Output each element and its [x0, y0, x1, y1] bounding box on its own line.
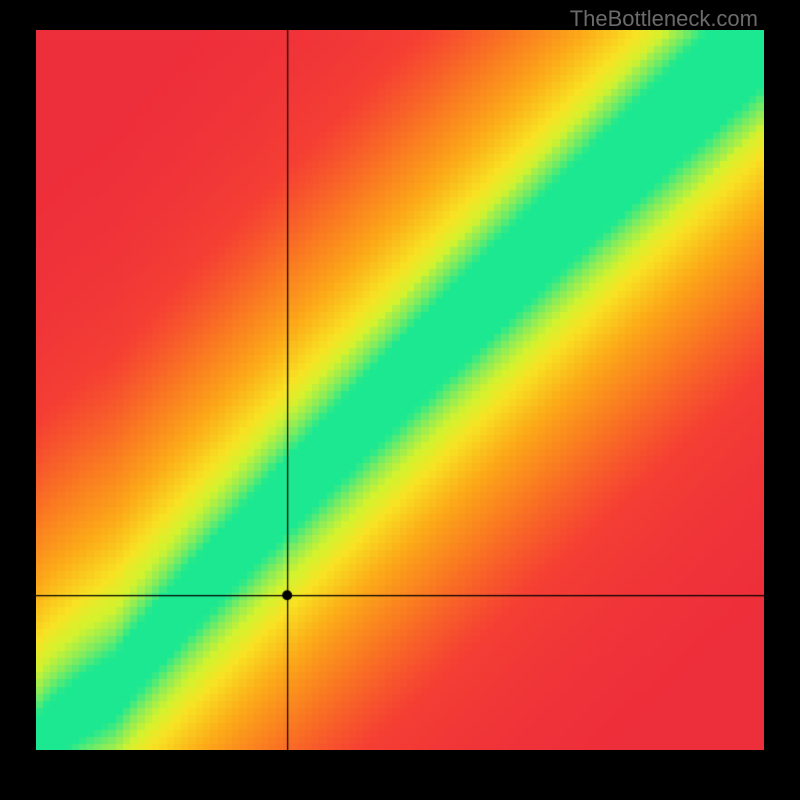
bottleneck-heatmap — [36, 30, 764, 750]
watermark-text: TheBottleneck.com — [570, 6, 758, 32]
heatmap-canvas — [36, 30, 764, 750]
